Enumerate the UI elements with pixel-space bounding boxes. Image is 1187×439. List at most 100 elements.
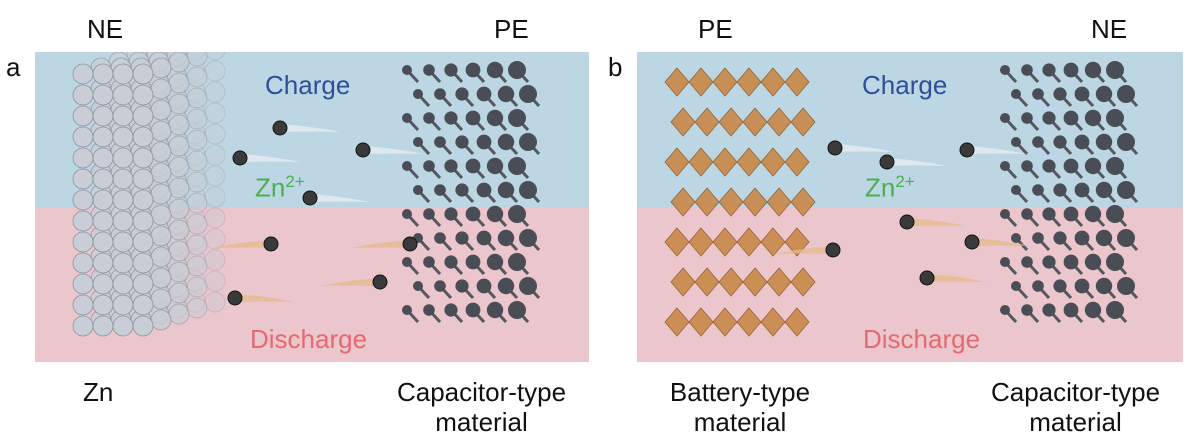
- ion-tail: [363, 146, 423, 154]
- octahedron: [742, 187, 768, 217]
- octahedron: [742, 107, 768, 137]
- carbon-atom: [519, 181, 537, 199]
- zinc-atom: [168, 219, 190, 241]
- carbon-atom: [476, 182, 492, 198]
- carbon-atom: [486, 109, 504, 127]
- carbon-atom: [423, 256, 435, 268]
- octahedron: [688, 147, 714, 177]
- carbon-atom: [444, 111, 458, 125]
- panel-b-left-electrode-label: PE: [698, 14, 733, 44]
- zinc-atom: [92, 210, 114, 232]
- zinc-atom: [72, 189, 94, 211]
- zinc-ion: [272, 120, 288, 136]
- octahedron: [670, 187, 696, 217]
- carbon-atom: [1021, 64, 1033, 76]
- zinc-atom: [92, 273, 114, 295]
- zinc-atom: [204, 249, 226, 271]
- panel-b-illustration: [664, 61, 1139, 337]
- carbon-atom: [1032, 184, 1044, 196]
- octahedron: [736, 147, 762, 177]
- carbon-atom: [486, 157, 504, 175]
- octahedron: [712, 307, 738, 337]
- zinc-atom: [204, 123, 226, 145]
- ion-tail: [967, 146, 1027, 154]
- zinc-atom: [92, 126, 114, 148]
- carbon-atom: [1095, 85, 1113, 103]
- octahedron: [760, 147, 786, 177]
- zinc-atom: [150, 99, 172, 121]
- carbon-atom: [402, 257, 412, 267]
- zinc-atom: [168, 198, 190, 220]
- zinc-atom: [112, 147, 134, 169]
- panel-a-letter: a: [6, 52, 21, 82]
- carbon-atom: [423, 160, 435, 172]
- panel-a-ion-symbol: Zn: [255, 172, 286, 203]
- carbon-atom: [1084, 157, 1102, 175]
- carbon-atom: [1021, 112, 1033, 124]
- octahedron: [766, 107, 792, 137]
- carbon-atom: [413, 185, 423, 195]
- zinc-ion: [232, 150, 248, 166]
- carbon-atom: [497, 229, 515, 247]
- carbon-atom: [444, 255, 458, 269]
- carbon-atom: [455, 183, 469, 197]
- carbon-atom: [1084, 253, 1102, 271]
- carbon-atom: [1032, 88, 1044, 100]
- panel-a-right-material-label: Capacitor-type material: [374, 377, 589, 437]
- carbon-atom: [455, 87, 469, 101]
- ion-tail: [235, 294, 295, 302]
- panel-a-illustration: [72, 52, 541, 337]
- zinc-ion: [402, 236, 418, 252]
- carbon-atom: [1106, 253, 1124, 271]
- octahedron: [712, 67, 738, 97]
- zinc-atom: [112, 273, 134, 295]
- zinc-atom: [112, 252, 134, 274]
- carbon-atom: [497, 133, 515, 151]
- octahedron: [790, 187, 816, 217]
- octahedron: [742, 267, 768, 297]
- panel-a-right-material-line1: Capacitor-type: [396, 377, 567, 407]
- carbon-atom: [455, 135, 469, 149]
- panel-b-discharge-label: Discharge: [863, 324, 981, 354]
- carbon-atom: [1032, 280, 1044, 292]
- zinc-atom: [168, 240, 190, 262]
- carbon-atom: [1063, 302, 1079, 318]
- zinc-atom: [72, 168, 94, 190]
- carbon-electrode-lattice-b: [1000, 61, 1139, 324]
- zinc-ion: [964, 234, 980, 250]
- carbon-atom: [1053, 279, 1067, 293]
- zinc-atom: [92, 147, 114, 169]
- carbon-atom: [465, 206, 481, 222]
- zinc-atom: [186, 192, 208, 214]
- panel-b-letter: b: [608, 52, 623, 82]
- carbon-atom: [423, 304, 435, 316]
- octahedron: [712, 227, 738, 257]
- ion-tail: [972, 238, 1032, 246]
- zinc-atom: [168, 114, 190, 136]
- carbon-atom: [1042, 159, 1056, 173]
- carbon-atom: [1011, 137, 1021, 147]
- zinc-atom: [72, 252, 94, 274]
- panel-b-ion-symbol: Zn: [865, 172, 896, 203]
- zinc-ions-b: [773, 140, 1032, 286]
- zinc-atom: [168, 156, 190, 178]
- carbon-atom: [465, 110, 481, 126]
- zinc-atom: [150, 120, 172, 142]
- octahedron: [670, 267, 696, 297]
- panel-b: Charge Zn2+ Discharge: [637, 52, 1183, 362]
- zinc-atom: [112, 231, 134, 253]
- carbon-atom: [1095, 229, 1113, 247]
- octahedron: [712, 147, 738, 177]
- carbon-atom: [1117, 229, 1135, 247]
- zinc-atom: [150, 288, 172, 310]
- zinc-atom: [72, 315, 94, 337]
- zinc-ion: [899, 214, 915, 230]
- octahedron: [736, 307, 762, 337]
- octahedron: [760, 227, 786, 257]
- carbon-atom: [465, 158, 481, 174]
- zinc-atom: [92, 252, 114, 274]
- zinc-atom: [150, 309, 172, 331]
- octahedron: [694, 187, 720, 217]
- zinc-atom: [204, 102, 226, 124]
- carbon-atom: [402, 209, 412, 219]
